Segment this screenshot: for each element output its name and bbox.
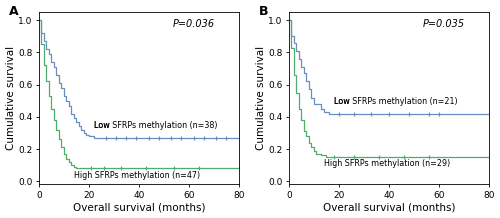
Text: Low SFRPs methylation (n=38): Low SFRPs methylation (n=38): [94, 121, 218, 130]
Text: Low: Low: [94, 121, 112, 130]
Text: High SFRPs methylation (n=47): High SFRPs methylation (n=47): [74, 171, 200, 180]
Text: High SFRPs methylation (n=29): High SFRPs methylation (n=29): [324, 159, 450, 168]
Text: P=0.035: P=0.035: [423, 19, 465, 29]
Text: Low SFRPs methylation (n=21): Low SFRPs methylation (n=21): [334, 97, 458, 106]
X-axis label: Overall survival (months): Overall survival (months): [322, 203, 455, 213]
Text: Low: Low: [334, 97, 352, 106]
Text: B: B: [259, 5, 268, 18]
Text: P=0.036: P=0.036: [173, 19, 215, 29]
Y-axis label: Cumulative survival: Cumulative survival: [6, 46, 16, 150]
Text: A: A: [9, 5, 18, 18]
Y-axis label: Cumulative survival: Cumulative survival: [256, 46, 266, 150]
X-axis label: Overall survival (months): Overall survival (months): [72, 203, 205, 213]
